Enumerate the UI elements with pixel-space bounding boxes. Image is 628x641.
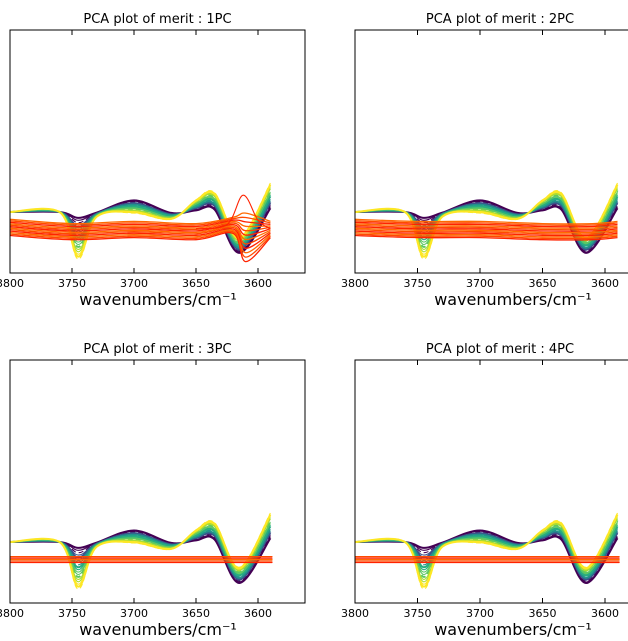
x-tick-label: 3750	[404, 607, 432, 620]
reconstruction-line	[355, 223, 618, 229]
reconstruction-line	[10, 216, 271, 226]
reconstruction-line	[355, 227, 618, 234]
axes-frame	[9, 359, 306, 604]
reconstruction-line	[10, 231, 271, 263]
spectrum-line	[10, 512, 271, 590]
axes-frame	[354, 29, 628, 274]
reconstruction-line	[10, 226, 271, 245]
x-axis-label: wavenumbers/cm⁻¹	[434, 620, 592, 639]
reconstruction-line	[355, 230, 618, 237]
x-tick-label: 3650	[529, 277, 557, 290]
reconstruction-line	[10, 230, 271, 258]
x-tick-label: 3700	[120, 607, 148, 620]
axes-frame	[9, 29, 306, 274]
spectrum-line	[355, 531, 618, 582]
plot-area	[355, 512, 620, 590]
x-tick-label: 3600	[591, 607, 619, 620]
x-tick-label: 3800	[0, 277, 24, 290]
reconstruction-line	[10, 227, 271, 249]
x-tick-label: 3750	[58, 277, 86, 290]
x-axis-label: wavenumbers/cm⁻¹	[79, 620, 237, 639]
x-tick-label: 3700	[120, 277, 148, 290]
x-axis-label: wavenumbers/cm⁻¹	[434, 290, 592, 309]
reconstruction-line	[10, 222, 271, 232]
reconstruction-line	[355, 234, 618, 241]
reconstruction-line	[355, 221, 618, 228]
x-tick-label: 3600	[591, 277, 619, 290]
reconstruction-line	[355, 228, 618, 235]
x-tick-label: 3700	[466, 277, 494, 290]
chart-panel-2PC: 3800 3750 3700 3650 3600 PCA plot of merit : …	[341, 12, 628, 309]
reconstruction-line	[10, 223, 271, 236]
reconstruction-line	[355, 224, 618, 231]
spectrum-line	[355, 512, 618, 590]
chart-panel-3PC: 3800 3750 3700 3650 3600 PCA plot of merit : …	[0, 342, 306, 639]
x-tick-label: 3750	[58, 607, 86, 620]
plot-area	[355, 182, 619, 260]
x-tick-label: 3800	[341, 277, 369, 290]
chart-panel-1PC: 3800 3750 3700 3650 3600 PCA plot of merit : …	[0, 12, 306, 309]
reconstruction-line	[10, 221, 271, 229]
x-tick-label: 3650	[529, 607, 557, 620]
chart-panel-4PC: 3800 3750 3700 3650 3600 PCA plot of merit : …	[341, 342, 628, 639]
chart-title: PCA plot of merit : 3PC	[83, 342, 231, 357]
x-tick-label: 3750	[404, 277, 432, 290]
x-axis-label: wavenumbers/cm⁻¹	[79, 290, 237, 309]
x-tick-label: 3700	[466, 607, 494, 620]
reconstruction-line	[10, 229, 271, 254]
x-tick-label: 3600	[244, 277, 272, 290]
spectrum-line	[355, 201, 618, 252]
plot-area	[10, 182, 272, 263]
chart-title: PCA plot of merit : 2PC	[426, 12, 574, 27]
reconstruction-line	[10, 225, 271, 241]
x-tick-label: 3800	[341, 607, 369, 620]
chart-title: PCA plot of merit : 1PC	[83, 12, 231, 27]
reconstruction-line	[355, 226, 618, 232]
reconstruction-line	[10, 219, 271, 228]
reconstruction-line	[355, 233, 618, 240]
reconstruction-line	[355, 218, 618, 225]
reconstruction-line	[195, 194, 271, 230]
x-tick-label: 3650	[182, 607, 210, 620]
x-tick-label: 3800	[0, 607, 24, 620]
chart-title: PCA plot of merit : 4PC	[426, 342, 574, 357]
reconstruction-line	[355, 231, 618, 238]
x-tick-label: 3600	[244, 607, 272, 620]
plot-area	[10, 512, 273, 590]
x-tick-label: 3650	[182, 277, 210, 290]
axes-frame	[354, 359, 628, 604]
reconstruction-line	[10, 212, 271, 225]
reconstruction-line	[355, 220, 618, 226]
